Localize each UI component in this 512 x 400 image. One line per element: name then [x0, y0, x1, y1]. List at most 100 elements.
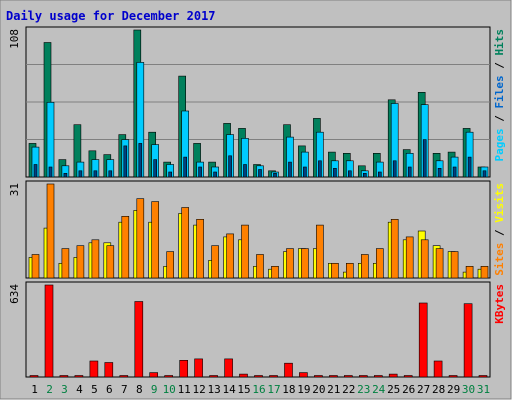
bar-sites-day-12	[196, 219, 204, 279]
x-tick-label-2: 2	[46, 383, 53, 396]
x-tick-label-8: 8	[136, 383, 143, 396]
bar-sites-day-3	[61, 248, 70, 279]
bar-pages-day-18	[288, 161, 292, 178]
legend-part-1: /	[493, 109, 506, 129]
x-tick-label-9: 9	[151, 383, 158, 396]
x-tick-label-12: 12	[192, 383, 205, 396]
legend-part-0: Pages	[493, 128, 506, 161]
bar-kbytes-day-11	[179, 359, 188, 378]
bar-kbytes-day-22	[343, 375, 353, 378]
bar-kbytes-day-4	[74, 375, 84, 378]
bar-kbytes-day-8	[134, 301, 144, 378]
legend-part-0: Sites	[493, 243, 506, 276]
bar-pages-day-21	[333, 168, 337, 178]
bar-pages-day-2	[48, 166, 53, 178]
bar-sites-day-15	[241, 224, 249, 279]
bar-kbytes-day-7	[119, 375, 129, 378]
bar-files-day-2	[46, 102, 55, 178]
bar-pages-day-4	[78, 170, 83, 178]
x-tick-label-21: 21	[327, 383, 340, 396]
bar-pages-day-22	[347, 170, 352, 178]
bar-kbytes-day-20	[314, 375, 323, 378]
bar-pages-day-8	[138, 143, 143, 178]
bar-pages-day-19	[303, 166, 307, 178]
bar-kbytes-day-5	[89, 360, 99, 378]
bar-sites-day-22	[345, 262, 354, 279]
bar-sites-day-13	[211, 245, 219, 279]
bar-kbytes-day-3	[59, 375, 69, 378]
bar-kbytes-day-18	[284, 362, 293, 378]
legend-part-3: /	[493, 56, 506, 76]
legend-part-4: Hits	[493, 29, 506, 56]
bar-pages-day-3	[63, 173, 68, 178]
bar-pages-day-24	[377, 171, 382, 178]
legend-kbytes: KBytes	[493, 284, 506, 324]
ymax-label-visits-sites: 31	[8, 183, 21, 196]
x-tick-label-17: 17	[267, 383, 280, 396]
chart-panels: 108 Pages / Files / Hits 31 Sites / Visits 6…	[8, 26, 506, 378]
bar-sites-day-26	[405, 236, 414, 279]
bar-sites-day-21	[331, 262, 339, 279]
ymax-label-kbytes: 634	[8, 284, 21, 304]
x-tick-label-14: 14	[222, 383, 236, 396]
chart-title: Daily usage for December 2017	[6, 9, 216, 23]
x-tick-label-15: 15	[237, 383, 250, 396]
x-tick-label-26: 26	[402, 383, 415, 396]
bar-kbytes-day-17	[269, 375, 278, 378]
x-axis-labels: 1 2 3 4 5 6 7 8 9 10 11 12 13 14 15 16 17 18 19 20 21 22 23 24 2…	[31, 383, 490, 396]
bar-pages-day-12	[198, 166, 202, 178]
bar-pages-day-23	[362, 173, 367, 178]
ymax-label-hits-files-pages: 108	[8, 29, 21, 49]
x-tick-label-4: 4	[76, 383, 83, 396]
bar-sites-day-29	[450, 251, 459, 279]
bar-sites-day-1	[31, 254, 40, 279]
bar-pages-day-29	[452, 166, 457, 178]
bar-pages-day-6	[108, 170, 113, 178]
bar-sites-day-5	[91, 239, 100, 279]
x-tick-label-23: 23	[357, 383, 370, 396]
bar-sites-day-6	[106, 245, 115, 279]
bar-sites-day-28	[435, 248, 444, 279]
panel-visits-sites: 31 Sites / Visits	[8, 180, 506, 279]
bar-pages-day-26	[407, 166, 412, 178]
bar-kbytes-day-2	[44, 284, 54, 378]
x-tick-label-30: 30	[462, 383, 475, 396]
bar-kbytes-day-10	[164, 375, 173, 378]
x-tick-label-19: 19	[297, 383, 310, 396]
legend-part-0: KBytes	[493, 284, 506, 324]
bar-sites-day-9	[151, 201, 159, 279]
bar-pages-day-9	[153, 159, 157, 178]
bar-pages-day-30	[467, 156, 472, 178]
bar-kbytes-day-28	[433, 360, 443, 378]
bar-sites-day-8	[136, 198, 145, 279]
bar-kbytes-day-23	[358, 375, 368, 378]
bar-sites-day-25	[390, 219, 399, 279]
legend-hits-files-pages: Pages / Files / Hits	[493, 29, 506, 162]
bar-kbytes-day-19	[299, 372, 308, 378]
bar-pages-day-20	[318, 160, 322, 178]
bar-sites-day-10	[166, 251, 174, 279]
bar-pages-day-25	[392, 160, 397, 178]
bar-pages-day-11	[183, 156, 187, 178]
bar-pages-day-10	[168, 171, 172, 178]
x-tick-label-22: 22	[342, 383, 355, 396]
bar-sites-day-20	[316, 224, 324, 279]
bar-pages-day-17	[273, 173, 277, 178]
x-tick-label-27: 27	[417, 383, 430, 396]
x-tick-label-11: 11	[178, 383, 191, 396]
bar-pages-day-16	[258, 169, 262, 178]
bar-kbytes-day-15	[239, 373, 248, 378]
bar-kbytes-day-30	[463, 303, 473, 378]
x-tick-label-3: 3	[61, 383, 68, 396]
bar-sites-day-27	[420, 239, 429, 279]
bar-pages-day-28	[437, 168, 442, 178]
bar-sites-day-11	[181, 207, 189, 279]
bar-pages-day-1	[33, 164, 38, 178]
bar-pages-day-31	[482, 170, 487, 178]
x-tick-label-13: 13	[207, 383, 220, 396]
bar-kbytes-day-6	[104, 362, 114, 378]
bar-sites-day-19	[301, 248, 309, 279]
bar-pages-day-5	[93, 170, 98, 178]
panel-kbytes: 634 KBytes	[8, 281, 506, 378]
x-tick-label-5: 5	[91, 383, 98, 396]
